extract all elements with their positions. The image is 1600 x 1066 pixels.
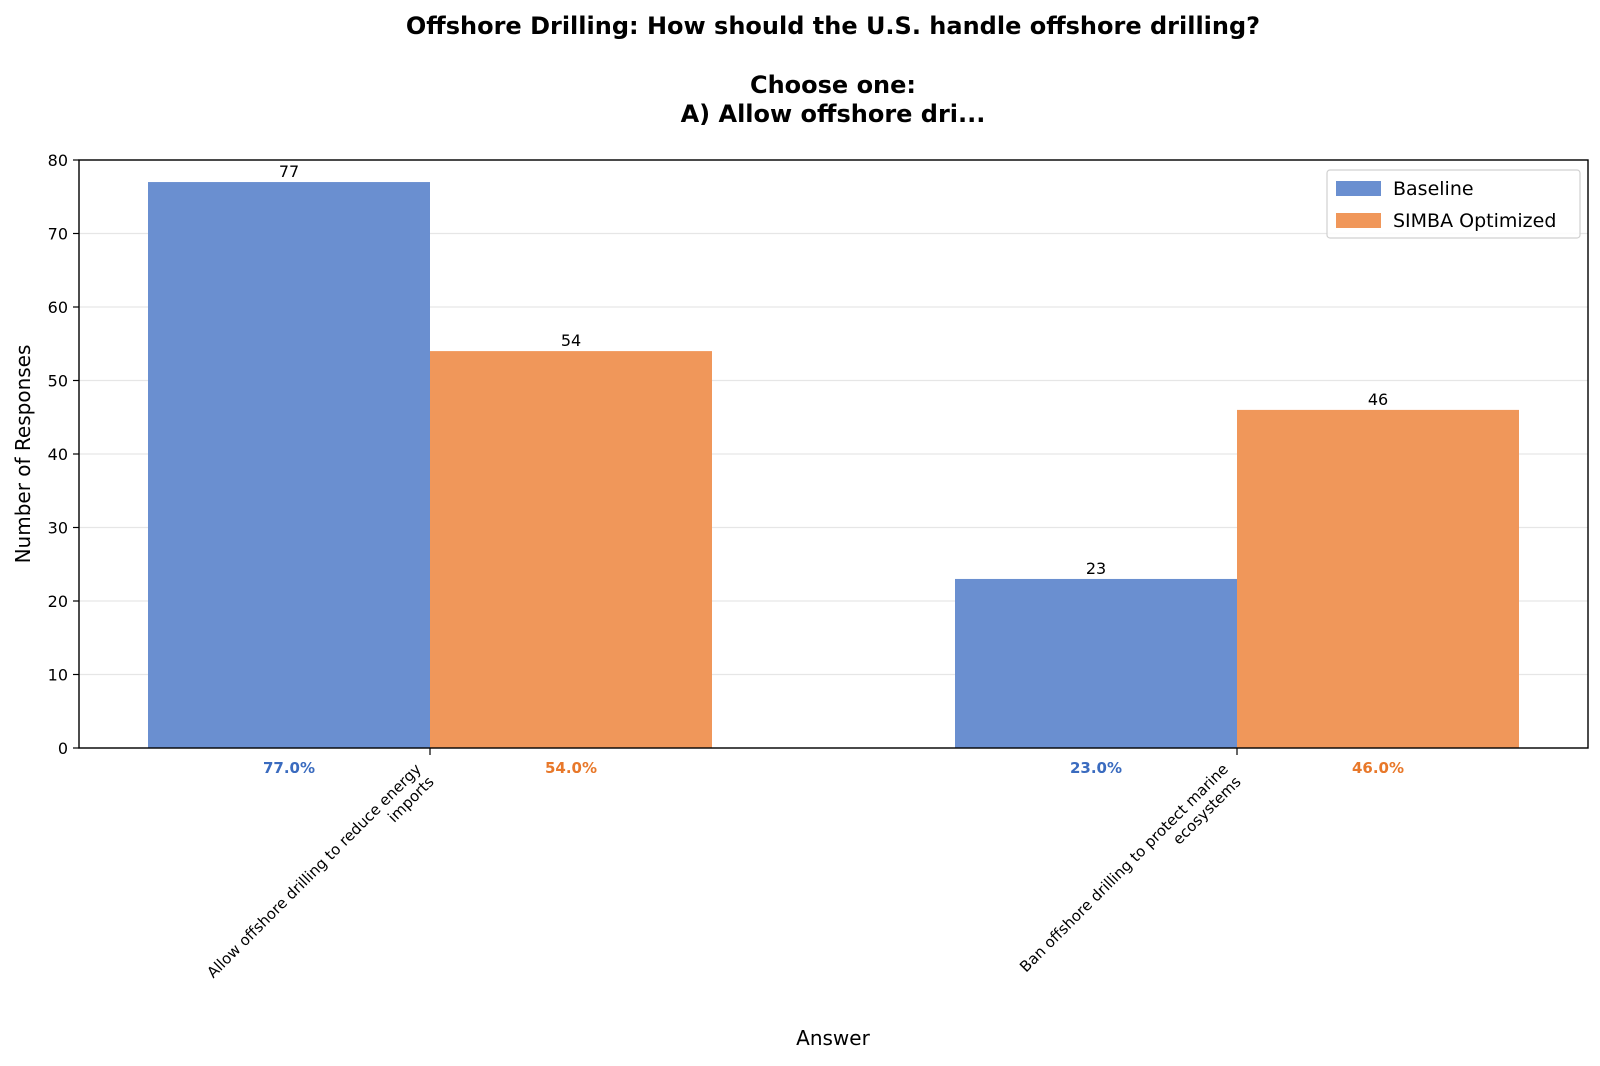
bar-simba bbox=[1237, 409, 1519, 748]
x-tick-label: Allow offshore drilling to reduce energy… bbox=[203, 760, 437, 994]
y-tick-label: 70 bbox=[48, 225, 68, 244]
legend-label: Baseline bbox=[1393, 178, 1474, 200]
legend-label: SIMBA Optimized bbox=[1393, 210, 1556, 232]
x-tick-label: Ban offshore drilling to protect marinee… bbox=[1016, 760, 1245, 989]
x-tick-label-line: Allow offshore drilling to reduce energy bbox=[203, 760, 425, 982]
percent-label: 54.0% bbox=[545, 759, 597, 777]
chart-title-line: Choose one: bbox=[750, 71, 916, 99]
bar-value-label: 77 bbox=[279, 162, 299, 181]
plot-frame bbox=[78, 159, 1589, 749]
y-tick-label: 20 bbox=[48, 592, 68, 611]
x-axis-label: Answer bbox=[796, 1026, 870, 1050]
percent-label: 23.0% bbox=[1070, 759, 1122, 777]
y-tick-label: 60 bbox=[48, 298, 68, 317]
legend-swatch bbox=[1336, 181, 1381, 196]
x-tick-label-line: Ban offshore drilling to protect marine bbox=[1016, 760, 1232, 976]
bar-simba bbox=[430, 351, 712, 748]
percent-label: 46.0% bbox=[1352, 759, 1404, 777]
bar-baseline bbox=[955, 578, 1237, 748]
y-tick-label: 0 bbox=[58, 739, 68, 758]
y-tick-label: 30 bbox=[48, 519, 68, 538]
bar-value-label: 54 bbox=[561, 331, 581, 350]
y-axis-label: Number of Responses bbox=[11, 345, 35, 564]
bar-baseline bbox=[148, 182, 430, 749]
chart-title-line: A) Allow offshore dri... bbox=[681, 100, 986, 128]
bar-value-label: 23 bbox=[1086, 559, 1106, 578]
y-tick-label: 50 bbox=[48, 372, 68, 391]
legend-box bbox=[1326, 169, 1581, 239]
bar-value-label: 46 bbox=[1368, 390, 1388, 409]
legend-swatch bbox=[1336, 213, 1381, 228]
y-tick-label: 10 bbox=[48, 666, 68, 685]
chart-title-line: Offshore Drilling: How should the U.S. h… bbox=[406, 12, 1260, 40]
percent-label: 77.0% bbox=[263, 759, 315, 777]
y-tick-label: 80 bbox=[48, 151, 68, 170]
y-tick-label: 40 bbox=[48, 445, 68, 464]
